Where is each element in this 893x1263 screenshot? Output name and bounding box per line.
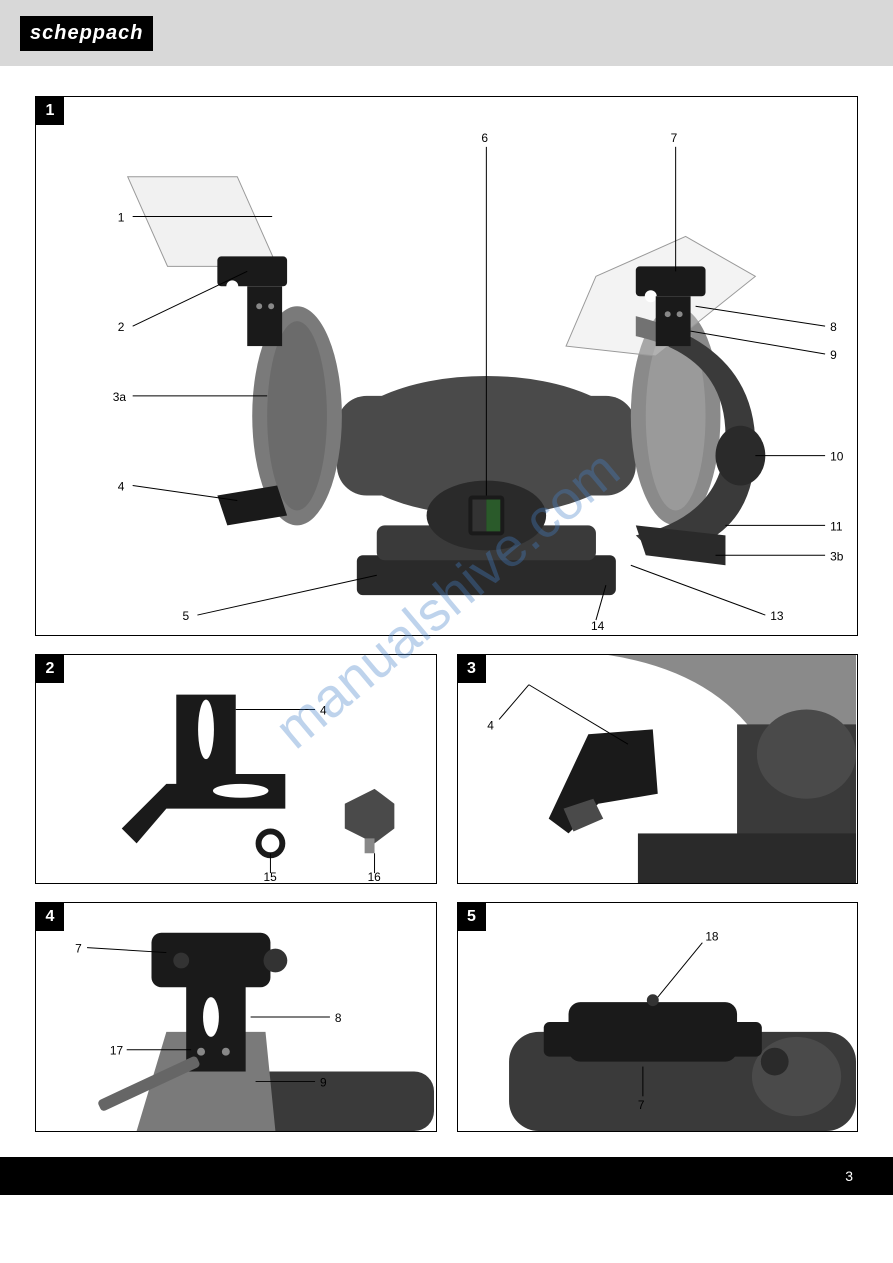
figure-2: 2 4 15 16 [35, 654, 437, 884]
callout-7: 7 [671, 131, 678, 145]
fig2-callout-4: 4 [320, 703, 327, 717]
fig4-callout-7: 7 [75, 942, 82, 956]
fig4-callout-8: 8 [335, 1011, 342, 1025]
callout-3b: 3b [830, 549, 844, 563]
callout-14: 14 [591, 619, 605, 633]
callout-3a: 3a [113, 390, 127, 404]
fig4-callout-17: 17 [110, 1044, 123, 1058]
figure-3-diagram: 4 [458, 655, 858, 883]
figure-4-diagram: 7 8 17 9 [36, 903, 436, 1131]
fig3-callout-4: 4 [487, 718, 494, 732]
callout-6: 6 [481, 131, 488, 145]
callout-9: 9 [830, 348, 837, 362]
header-bar: scheppach [0, 0, 893, 66]
footer-bar: 3 [0, 1157, 893, 1195]
figure-5-number: 5 [458, 903, 486, 931]
brand-logo: scheppach [20, 16, 153, 51]
main-content: manualshive.com 1 [0, 66, 893, 1132]
figure-1: 1 [35, 96, 858, 636]
figure-3: 3 4 [457, 654, 859, 884]
fig5-callout-18: 18 [705, 930, 719, 944]
figures-container: 1 [0, 66, 893, 1132]
page-number: 3 [845, 1168, 853, 1184]
figure-2-number: 2 [36, 655, 64, 683]
fig4-callout-9: 9 [320, 1075, 327, 1089]
figure-1-number: 1 [36, 97, 64, 125]
callout-4: 4 [118, 480, 125, 494]
fig5-callout-7: 7 [637, 1098, 644, 1112]
figure-5: 5 18 7 [457, 902, 859, 1132]
callout-2: 2 [118, 320, 125, 334]
figure-4-number: 4 [36, 903, 64, 931]
figure-3-number: 3 [458, 655, 486, 683]
callout-11: 11 [830, 519, 843, 533]
figure-5-diagram: 18 7 [458, 903, 858, 1131]
figure-4: 4 7 [35, 902, 437, 1132]
callout-5: 5 [182, 609, 189, 623]
figure-2-diagram: 4 15 16 [36, 655, 436, 883]
row-3: 4 7 [35, 902, 858, 1132]
callout-1: 1 [118, 211, 125, 225]
fig2-callout-15: 15 [264, 870, 278, 883]
row-2: 2 4 15 16 [35, 654, 858, 884]
callout-10: 10 [830, 450, 844, 464]
callout-8: 8 [830, 320, 837, 334]
fig2-callout-16: 16 [368, 870, 382, 883]
figure-1-diagram: 1 2 3a 4 5 6 7 8 [36, 97, 857, 635]
callout-13: 13 [770, 609, 784, 623]
